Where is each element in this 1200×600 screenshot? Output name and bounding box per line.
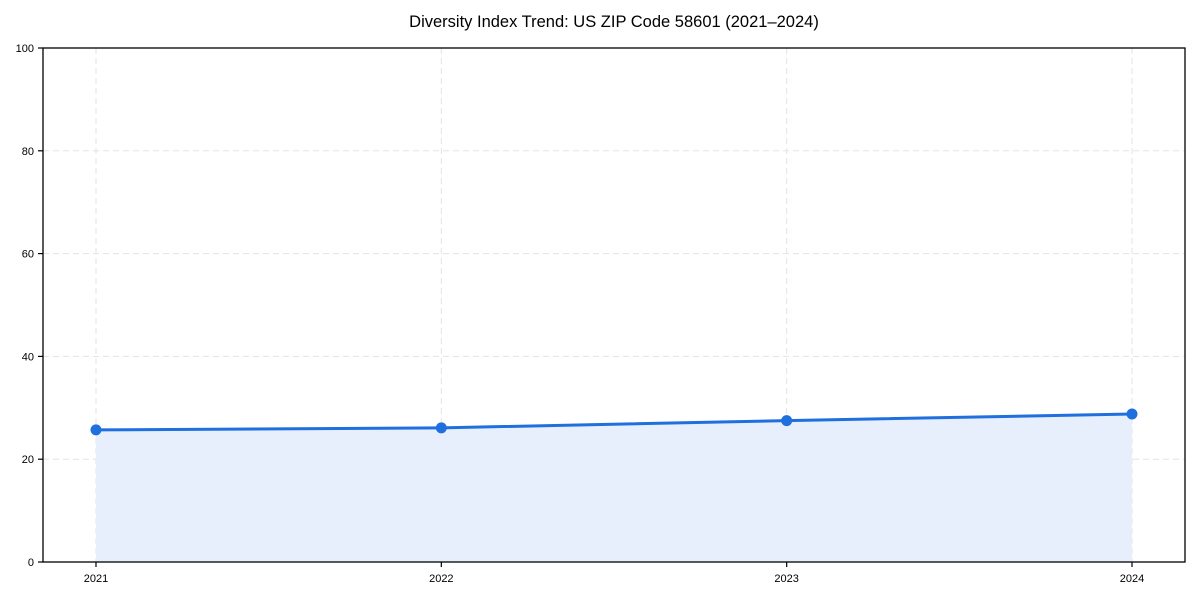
chart-title: Diversity Index Trend: US ZIP Code 58601… (409, 13, 819, 31)
data-point-marker (90, 424, 102, 436)
data-point-marker (435, 422, 447, 434)
plot-border (42, 47, 1186, 563)
x-tick-label: 2024 (1120, 573, 1144, 585)
y-tick-label: 0 (28, 557, 34, 569)
data-point-marker (1126, 408, 1138, 420)
y-tick-label: 20 (22, 454, 34, 466)
x-tick-label: 2021 (84, 573, 108, 585)
x-tick-label: 2022 (429, 573, 453, 585)
data-point-marker (781, 415, 793, 427)
area-fill (95, 413, 1133, 562)
x-tick-label: 2023 (774, 573, 798, 585)
trend-line (94, 412, 1134, 432)
y-tick-label: 40 (22, 351, 34, 363)
y-tick-label: 80 (22, 146, 34, 158)
y-tick-label: 100 (16, 43, 34, 55)
y-tick-label: 60 (22, 249, 34, 261)
